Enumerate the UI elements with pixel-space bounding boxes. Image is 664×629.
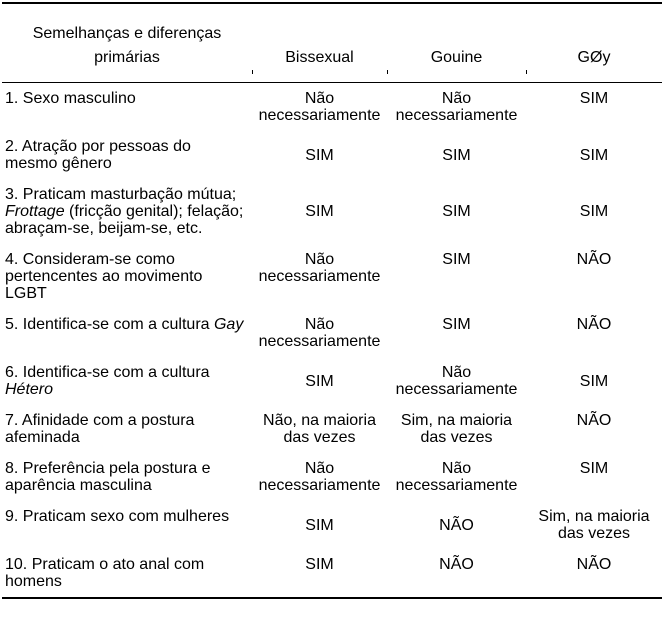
cell-gouine: Não necessariamente — [395, 460, 518, 494]
table-row-3: 3. Praticam masturbação mútua; Frottage … — [2, 179, 662, 244]
cell-goy: SIM — [579, 460, 609, 477]
table-row-6: 6. Identifica-se com a cultura Hétero SI… — [2, 357, 662, 405]
row-label-text: 3. Praticam masturbação mútua; — [5, 186, 237, 203]
row-label-italic: Gay — [213, 316, 244, 333]
header-line-1: Semelhanças e diferenças — [32, 25, 222, 42]
cell-gouine: NÃO — [439, 516, 474, 534]
row-label: 10. Praticam o ato anal com homens — [5, 556, 205, 590]
row-label-italic: Hétero — [5, 381, 54, 398]
cell-goy: SIM — [579, 372, 609, 390]
row-label: 9. Praticam sexo com mulheres — [5, 508, 230, 525]
cell-gouine: SIM — [442, 316, 471, 333]
cell-goy: Sim, na maioria das vezes — [538, 508, 650, 542]
header-row: Semelhanças e diferenças primárias Bisse… — [2, 3, 662, 83]
row-label-text: (fricção genital); felação; abraçam-se, … — [5, 203, 244, 237]
header-col-similarities-differences: Semelhanças e diferenças primárias — [2, 3, 252, 83]
row-label: 1. Sexo masculino — [5, 90, 136, 107]
row-label: 2. Atração por pessoas do mesmo gênero — [5, 138, 191, 172]
row-label: 4. Consideram-se como pertencentes ao mo… — [5, 251, 203, 302]
column-divider-tick — [526, 70, 527, 74]
cell-gouine: SIM — [442, 203, 471, 220]
comparison-table: Semelhanças e diferenças primárias Bisse… — [2, 2, 662, 599]
cell-bissexual: SIM — [305, 203, 334, 220]
cell-bissexual: Não necessariamente — [258, 90, 381, 124]
cell-bissexual: Não necessariamente — [258, 316, 381, 350]
row-label: 6. Identifica-se com a cultura Hétero — [2, 357, 252, 405]
row-label: 8. Preferência pela postura e aparência … — [5, 460, 211, 494]
table-row-10: 10. Praticam o ato anal com homens SIM N… — [2, 549, 662, 598]
cell-bissexual: Não necessariamente — [258, 251, 381, 285]
header-col-goy: GØy — [526, 3, 662, 83]
cell-bissexual: SIM — [305, 372, 334, 390]
row-label: 7. Afinidade com a postura afeminada — [5, 412, 195, 446]
cell-goy: NÃO — [576, 251, 612, 268]
table-row-9: 9. Praticam sexo com mulheres SIM NÃO Si… — [2, 501, 662, 549]
cell-bissexual: SIM — [305, 556, 334, 573]
cell-gouine: Sim, na maioria das vezes — [400, 412, 513, 446]
cell-goy: SIM — [579, 203, 609, 220]
header-col-gouine: Gouine — [387, 3, 526, 83]
table-row-5: 5. Identifica-se com a cultura Gay Não n… — [2, 309, 662, 357]
header-line-2: primárias — [94, 49, 160, 66]
column-divider-tick — [252, 70, 253, 74]
cell-goy: NÃO — [576, 556, 612, 573]
table-row-1: 1. Sexo masculino Não necessariamente Nã… — [2, 83, 662, 132]
row-label: 5. Identifica-se com a cultura Gay — [2, 309, 252, 357]
cell-gouine: SIM — [442, 146, 471, 164]
cell-goy: NÃO — [576, 412, 612, 429]
cell-goy: NÃO — [576, 316, 612, 333]
table-row-8: 8. Preferência pela postura e aparência … — [2, 453, 662, 501]
paper-table-page: Semelhanças e diferenças primárias Bisse… — [2, 2, 662, 599]
cell-bissexual: SIM — [305, 516, 334, 534]
table-row-2: 2. Atração por pessoas do mesmo gênero S… — [2, 131, 662, 179]
column-divider-tick — [387, 70, 388, 74]
row-label-italic: Frottage — [5, 203, 65, 220]
cell-goy: SIM — [579, 90, 609, 107]
header-col-bissexual: Bissexual — [252, 3, 387, 83]
row-label: 3. Praticam masturbação mútua; Frottage … — [2, 179, 252, 244]
row-label-text: 5. Identifica-se com a cultura — [5, 316, 214, 333]
table-row-4: 4. Consideram-se como pertencentes ao mo… — [2, 244, 662, 309]
cell-gouine: Não necessariamente — [395, 364, 518, 398]
cell-bissexual: SIM — [305, 146, 334, 164]
cell-gouine: Não necessariamente — [395, 90, 518, 124]
row-label-text: 6. Identifica-se com a cultura — [5, 364, 210, 381]
cell-bissexual: Não necessariamente — [258, 460, 381, 494]
cell-goy: SIM — [579, 146, 609, 164]
cell-bissexual: Não, na maioria das vezes — [263, 412, 376, 446]
table-row-7: 7. Afinidade com a postura afeminada Não… — [2, 405, 662, 453]
cell-gouine: SIM — [442, 251, 471, 268]
cell-gouine: NÃO — [439, 556, 474, 573]
